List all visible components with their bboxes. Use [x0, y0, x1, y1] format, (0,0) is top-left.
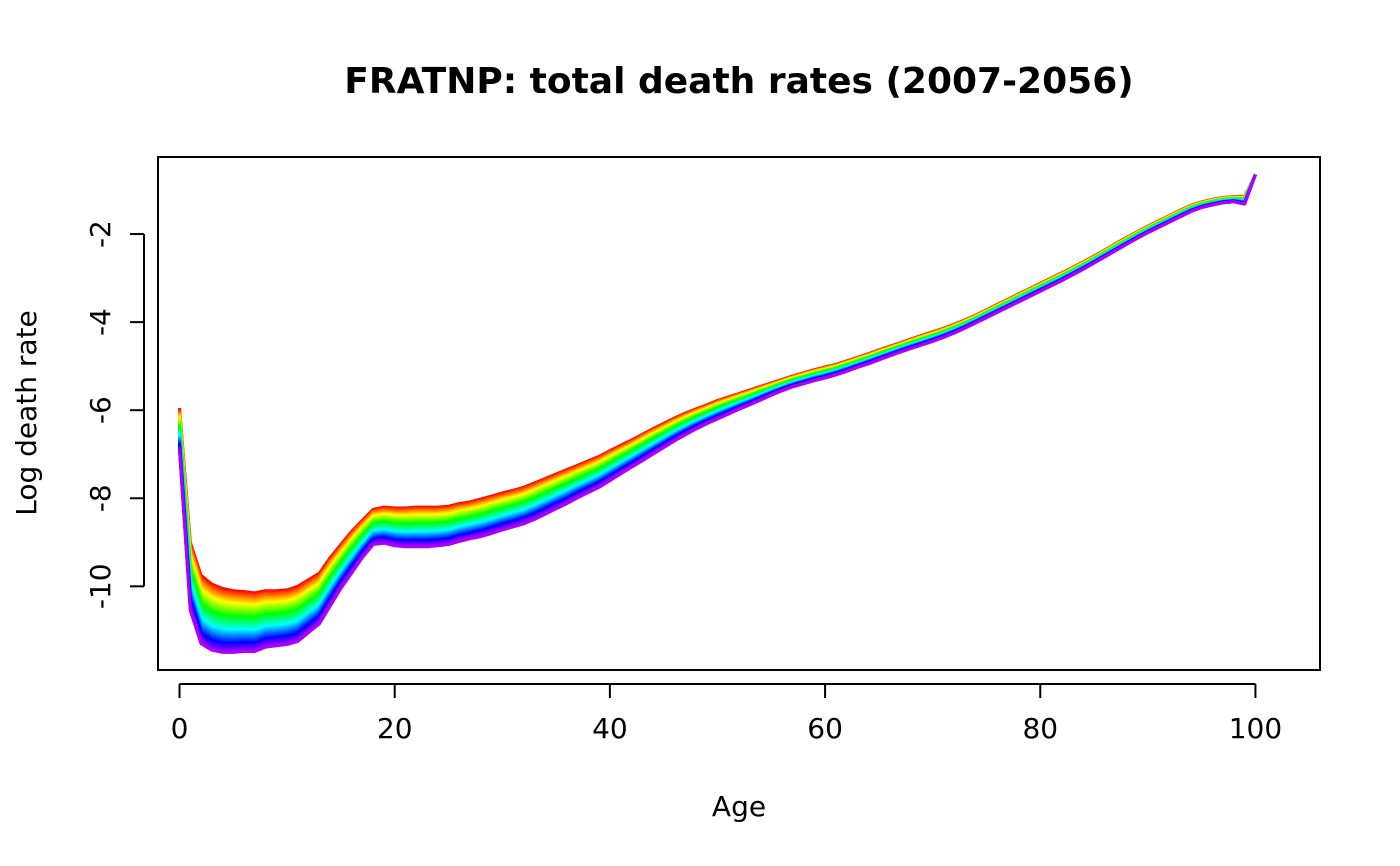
y-tick-label: -10	[84, 563, 117, 609]
x-axis: 0 20 40 60 80 100	[171, 683, 1282, 745]
y-axis: -10 -8 -6 -4 -2	[84, 220, 145, 609]
x-tick-label: 100	[1229, 712, 1282, 745]
series-line-8	[178, 173, 1257, 603]
series-line-1	[178, 173, 1257, 595]
series-line-12	[178, 173, 1257, 608]
y-axis-label: Log death rate	[10, 310, 43, 516]
x-tick-label: 20	[377, 712, 413, 745]
chart-title: FRATNP: total death rates (2007-2056)	[344, 61, 1133, 102]
series-line-2	[178, 173, 1257, 596]
series-line-7	[178, 173, 1257, 602]
x-tick-label: 60	[807, 712, 843, 745]
series-line-5	[178, 173, 1257, 600]
x-axis-label: Age	[712, 790, 766, 823]
series-line-4	[178, 173, 1257, 598]
series-line-11	[178, 173, 1257, 607]
x-tick-label: 40	[592, 712, 628, 745]
series-line-3	[178, 173, 1257, 597]
series-line-9	[178, 173, 1257, 604]
plot-frame	[157, 156, 1321, 671]
series-line-50	[178, 174, 1257, 654]
y-tick-label: -6	[84, 396, 117, 424]
curves-layer	[178, 173, 1257, 654]
y-tick-label: -8	[84, 484, 117, 512]
series-line-10	[178, 173, 1257, 606]
series-line-6	[178, 173, 1257, 601]
x-tick-label: 0	[171, 712, 189, 745]
y-tick-label: -4	[84, 308, 117, 336]
y-tick-label: -2	[84, 220, 117, 248]
x-tick-label: 80	[1022, 712, 1058, 745]
